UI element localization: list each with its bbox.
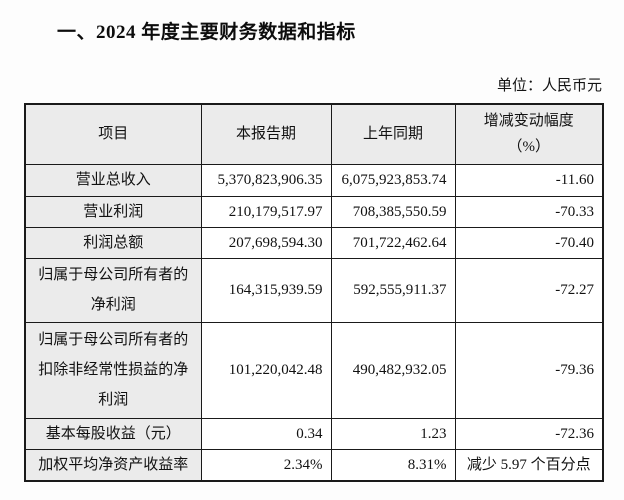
current-period-cell: 101,220,042.48: [200, 321, 332, 419]
header-change-percent: 增减变动幅度 （%）: [454, 103, 604, 165]
row-label-cell: 利润总额: [24, 226, 202, 259]
table-row-net-profit-attributable: 归属于母公司所有者的净利润 164,315,939.59 592,555,911…: [24, 257, 604, 323]
change-cell: -70.40: [454, 226, 604, 259]
change-cell: -70.33: [454, 195, 604, 228]
header-prior-period: 上年同期: [330, 103, 456, 165]
prior-period-cell: 701,722,462.64: [330, 226, 456, 259]
financial-data-table: 项目 本报告期 上年同期 增减变动幅度 （%） 营业总收入 5,370,823,…: [24, 103, 604, 482]
header-change-line1: 增减变动幅度: [483, 113, 574, 130]
row-label-cell: 营业利润: [24, 195, 202, 228]
table-row-total-profit: 利润总额 207,698,594.30 701,722,462.64 -70.4…: [24, 226, 604, 259]
current-period-cell: 0.34: [200, 417, 332, 450]
change-cell: -11.60: [454, 163, 604, 197]
change-cell: -79.36: [454, 321, 604, 419]
row-label-cell: 加权平均净资产收益率: [24, 448, 202, 481]
prior-period-cell: 6,075,923,853.74: [330, 163, 456, 197]
current-period-cell: 210,179,517.97: [200, 195, 332, 228]
change-cell: -72.36: [454, 417, 604, 450]
table-header-row: 项目 本报告期 上年同期 增减变动幅度 （%）: [24, 103, 604, 165]
prior-period-cell: 708,385,550.59: [330, 195, 456, 228]
prior-period-cell: 1.23: [330, 417, 456, 450]
current-period-cell: 2.34%: [200, 448, 332, 481]
header-item: 项目: [24, 103, 202, 165]
table-row-net-profit-excl-nonrecurring: 归属于母公司所有者的扣除非经常性损益的净利润 101,220,042.48 49…: [24, 321, 604, 419]
row-label-cell: 归属于母公司所有者的扣除非经常性损益的净利润: [24, 321, 202, 419]
change-cell: -72.27: [454, 257, 604, 323]
section-title: 一、2024 年度主要财务数据和指标: [57, 22, 356, 43]
change-cell: 减少 5.97 个百分点: [454, 448, 604, 481]
prior-period-cell: 8.31%: [330, 448, 456, 481]
header-current-period: 本报告期: [200, 103, 332, 165]
table-row-operating-profit: 营业利润 210,179,517.97 708,385,550.59 -70.3…: [24, 195, 604, 228]
prior-period-cell: 490,482,932.05: [330, 321, 456, 419]
row-label-cell: 归属于母公司所有者的净利润: [24, 257, 202, 323]
current-period-cell: 164,315,939.59: [200, 257, 332, 323]
current-period-cell: 207,698,594.30: [200, 226, 332, 259]
prior-period-cell: 592,555,911.37: [330, 257, 456, 323]
table-row-weighted-avg-roe: 加权平均净资产收益率 2.34% 8.31% 减少 5.97 个百分点: [24, 448, 604, 481]
row-label-cell: 基本每股收益（元）: [24, 417, 202, 450]
currency-unit-label: 单位：人民币元: [496, 78, 602, 94]
header-change-line2: （%）: [507, 139, 551, 156]
current-period-cell: 5,370,823,906.35: [200, 163, 332, 197]
table-row-total-revenue: 营业总收入 5,370,823,906.35 6,075,923,853.74 …: [24, 163, 604, 197]
table-row-basic-eps: 基本每股收益（元） 0.34 1.23 -72.36: [24, 417, 604, 450]
row-label-cell: 营业总收入: [24, 163, 202, 197]
